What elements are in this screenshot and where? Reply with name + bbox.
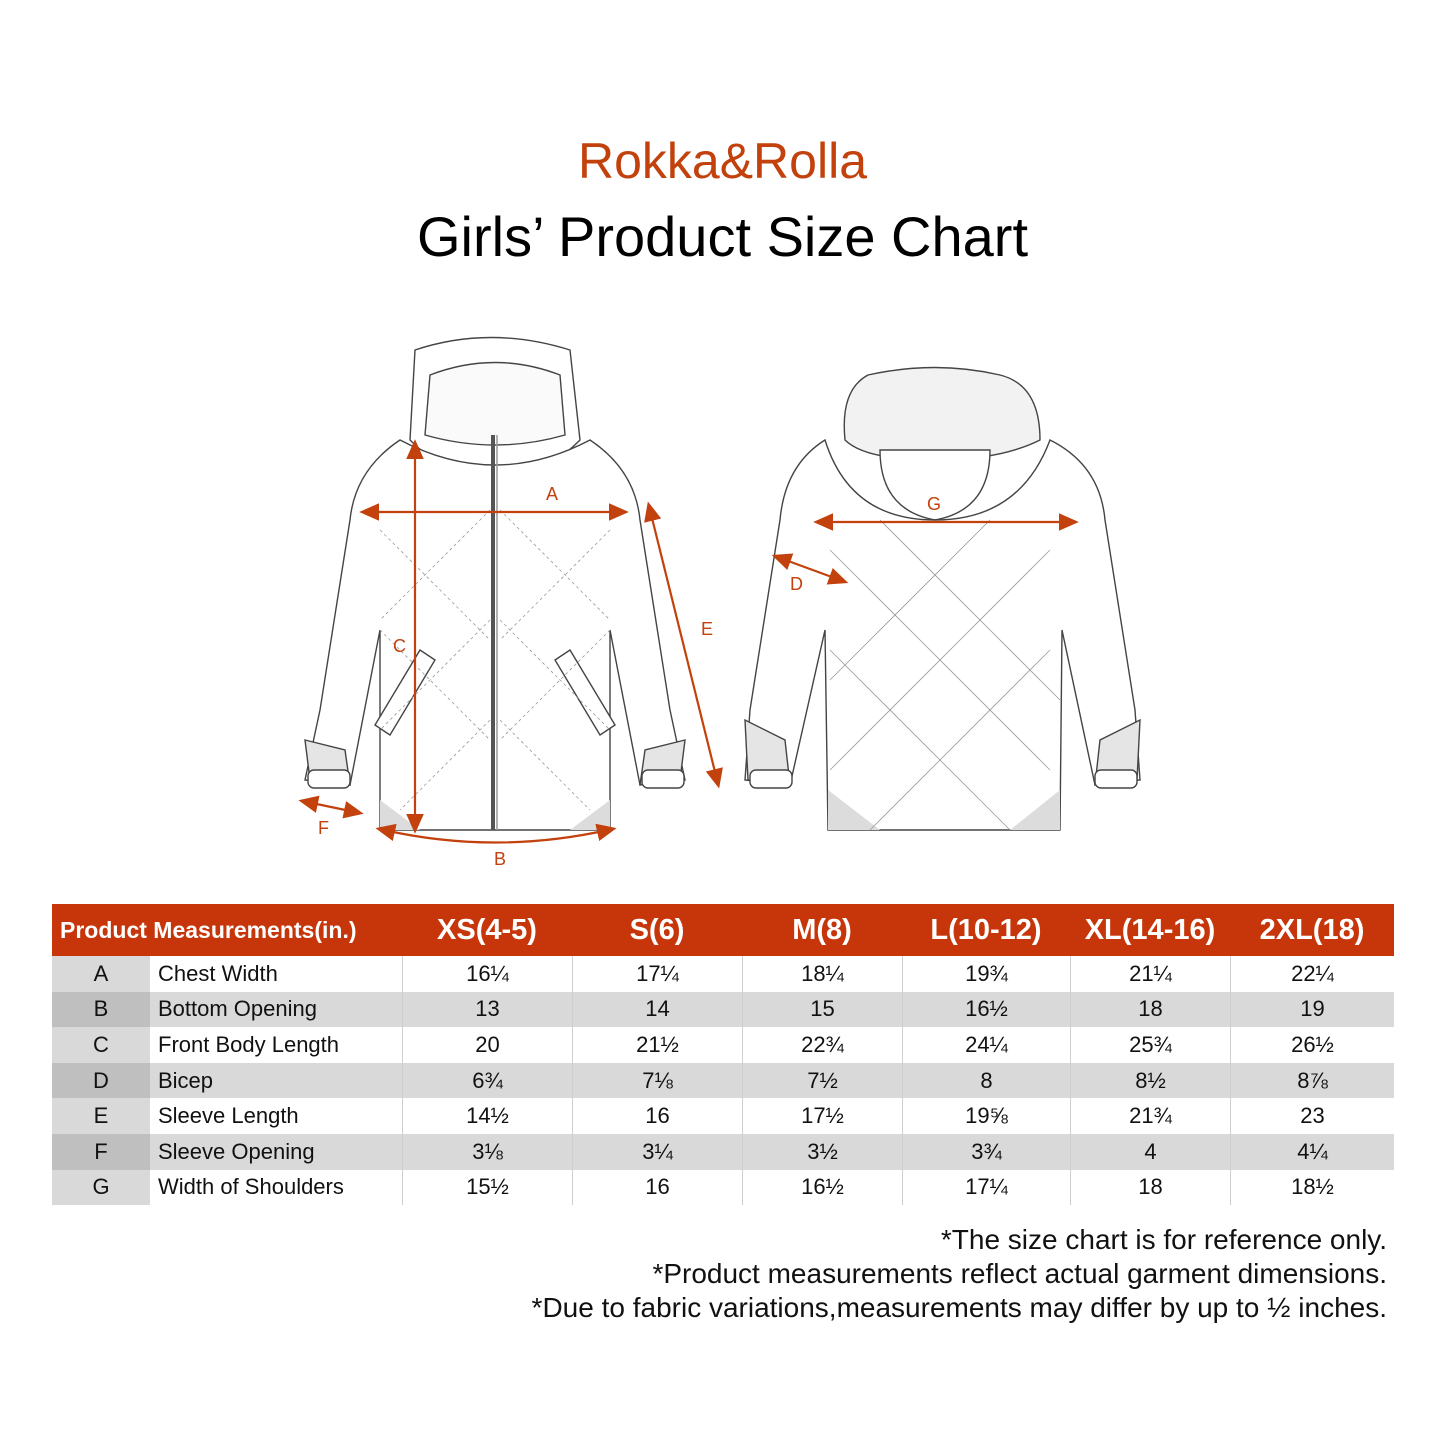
- row-code: F: [52, 1133, 150, 1170]
- row-value: 4¼: [1230, 1133, 1394, 1170]
- row-value: 13: [402, 991, 572, 1028]
- row-value: 20: [402, 1027, 572, 1063]
- row-value: 19: [1230, 991, 1394, 1028]
- row-value: 8: [902, 1062, 1070, 1099]
- row-value: 18: [1070, 1169, 1230, 1206]
- row-value: 7⅛: [572, 1062, 742, 1099]
- row-value: 21¼: [1070, 956, 1230, 992]
- table-row: G Width of Shoulders 15½ 16 16½ 17¼ 18 18½: [52, 1169, 1394, 1206]
- footnotes: *The size chart is for reference only. *…: [532, 1223, 1387, 1325]
- row-value: 6¾: [402, 1062, 572, 1099]
- label-b: B: [494, 849, 506, 869]
- row-measurement-name: Bottom Opening: [158, 996, 317, 1022]
- row-value: 24¼: [902, 1027, 1070, 1063]
- table-row: B Bottom Opening 13 14 15 16½ 18 19: [52, 991, 1394, 1028]
- front-jacket: [304, 336, 686, 831]
- label-a: A: [546, 484, 558, 504]
- header-size: XL(14-16): [1084, 913, 1216, 946]
- row-value: 14½: [402, 1098, 572, 1134]
- header-size: S(6): [629, 913, 685, 946]
- row-value: 7½: [742, 1062, 902, 1099]
- row-code: E: [52, 1098, 150, 1134]
- header-size: M(8): [792, 913, 852, 946]
- row-value: 16½: [742, 1169, 902, 1206]
- row-value: 22¾: [742, 1027, 902, 1063]
- row-value: 8½: [1070, 1062, 1230, 1099]
- row-value: 18: [1070, 991, 1230, 1028]
- label-e: E: [701, 619, 713, 639]
- table-header: Product Measurements(in.) XS(4-5) S(6) M…: [52, 904, 1394, 956]
- row-measurement-name: Chest Width: [158, 960, 278, 986]
- row-value: 4: [1070, 1133, 1230, 1170]
- row-value: 17¼: [902, 1169, 1070, 1206]
- row-value: 14: [572, 991, 742, 1028]
- row-code: A: [52, 956, 150, 992]
- row-value: 25¾: [1070, 1027, 1230, 1063]
- row-value: 19¾: [902, 956, 1070, 992]
- row-value: 3½: [742, 1133, 902, 1170]
- row-code: C: [52, 1027, 150, 1063]
- row-measurement-name: Front Body Length: [158, 1031, 340, 1057]
- row-value: 3⅛: [402, 1133, 572, 1170]
- table-row: E Sleeve Length 14½ 16 17½ 19⅝ 21¾ 23: [52, 1098, 1394, 1134]
- row-value: 16: [572, 1169, 742, 1206]
- row-value: 17¼: [572, 956, 742, 992]
- label-d: D: [790, 574, 803, 594]
- header-label: Product Measurements(in.): [60, 916, 357, 943]
- row-measurement-name: Width of Shoulders: [158, 1174, 344, 1200]
- row-value: 21½: [572, 1027, 742, 1063]
- table-row: D Bicep 6¾ 7⅛ 7½ 8 8½ 8⅞: [52, 1062, 1394, 1099]
- note: *Product measurements reflect actual gar…: [652, 1258, 1387, 1289]
- note: *Due to fabric variations,measurements m…: [531, 1292, 1387, 1323]
- page-title: Girls’ Product Size Chart: [417, 205, 1028, 268]
- row-value: 15½: [402, 1169, 572, 1206]
- row-value: 16: [572, 1098, 742, 1134]
- row-value: 3¾: [902, 1133, 1070, 1170]
- row-value: 21¾: [1070, 1098, 1230, 1134]
- row-value: 19⅝: [902, 1098, 1070, 1134]
- row-value: 22¼: [1230, 956, 1394, 992]
- row-measurement-name: Sleeve Length: [158, 1103, 299, 1129]
- row-code: B: [52, 991, 150, 1028]
- brand-name: Rokka&Rolla: [577, 133, 867, 189]
- row-value: 15: [742, 991, 902, 1028]
- row-code: D: [52, 1062, 150, 1099]
- row-value: 17½: [742, 1098, 902, 1134]
- table-row: F Sleeve Opening 3⅛ 3¼ 3½ 3¾ 4 4¼: [52, 1133, 1394, 1170]
- row-value: 16¼: [402, 956, 572, 992]
- row-code: G: [52, 1169, 150, 1206]
- size-table: Product Measurements(in.) XS(4-5) S(6) M…: [52, 904, 1394, 1206]
- back-jacket: [744, 366, 1141, 831]
- table-row: C Front Body Length 20 21½ 22¾ 24¼ 25¾ 26½: [52, 1027, 1394, 1063]
- row-value: 16½: [902, 991, 1070, 1028]
- jacket-diagram: A C E B F G D: [298, 336, 1141, 869]
- header-size: L(10-12): [930, 913, 1042, 946]
- row-value: 23: [1230, 1098, 1394, 1134]
- row-measurement-name: Bicep: [158, 1067, 214, 1093]
- note: *The size chart is for reference only.: [940, 1224, 1387, 1255]
- table-row: A Chest Width 16¼ 17¼ 18¼ 19¾ 21¼ 22¼: [52, 956, 1394, 992]
- label-c: C: [393, 636, 406, 656]
- label-g: G: [927, 494, 941, 514]
- header-size: 2XL(18): [1259, 913, 1365, 946]
- jacket-illustration: A C E B F G D: [280, 330, 1180, 880]
- row-value: 26½: [1230, 1027, 1394, 1063]
- row-value: 18¼: [742, 956, 902, 992]
- label-f: F: [318, 818, 329, 838]
- row-measurement-name: Sleeve Opening: [158, 1138, 315, 1164]
- row-value: 18½: [1230, 1169, 1394, 1206]
- row-value: 8⅞: [1230, 1062, 1394, 1099]
- header-size: XS(4-5): [437, 913, 537, 946]
- row-value: 3¼: [572, 1133, 742, 1170]
